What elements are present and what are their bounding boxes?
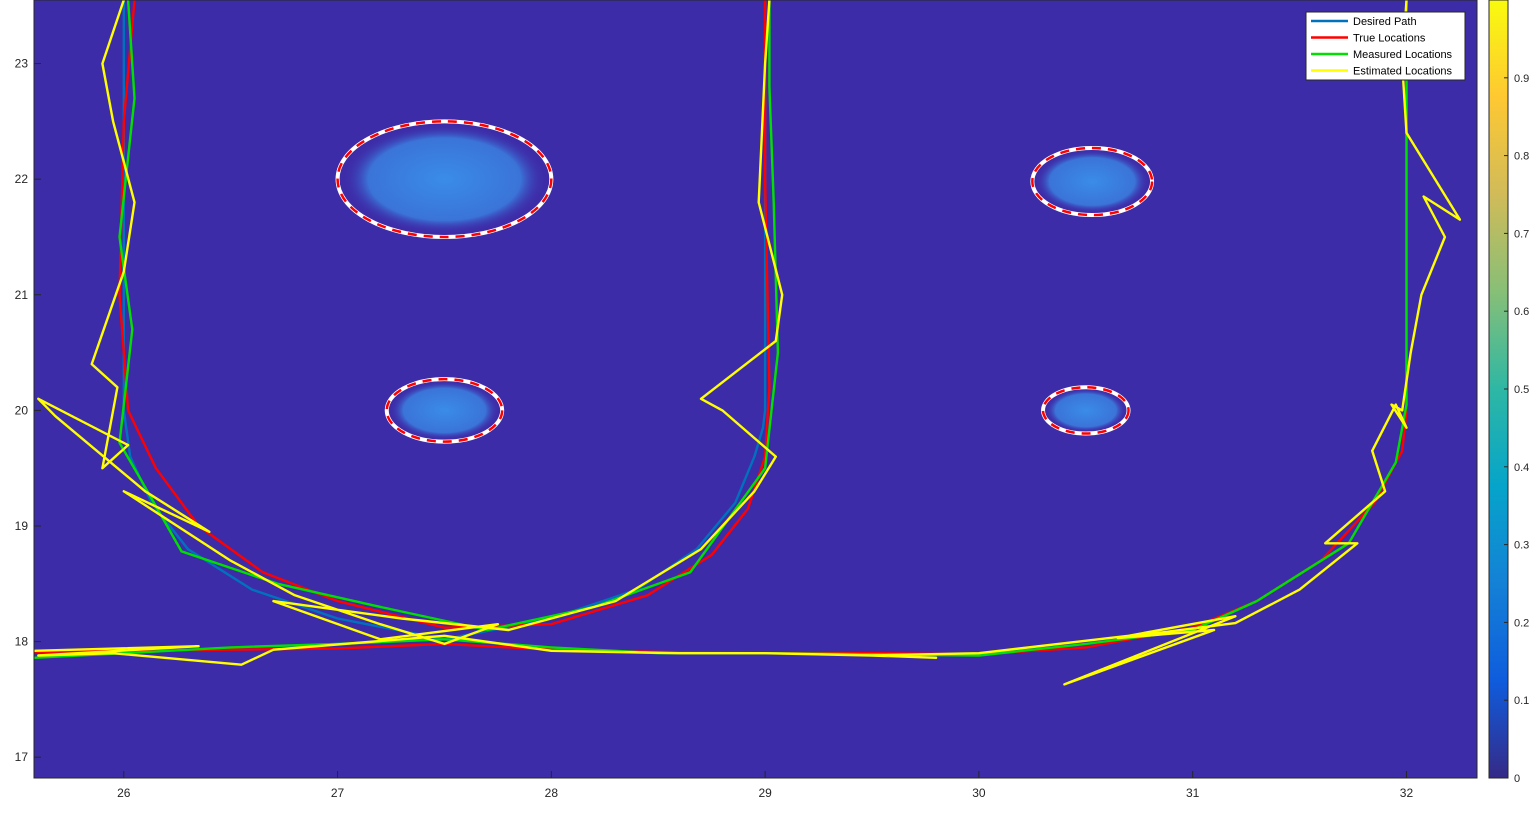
obstacle-outline-red-2 <box>385 377 504 443</box>
y-tick-label: 23 <box>15 57 29 71</box>
obstacle-density-3 <box>1035 149 1150 214</box>
colorbar: 0 0.1 0.2 0.3 0.4 0.5 0.6 0.7 0.8 0.9 <box>1488 0 1529 785</box>
plot-area <box>34 0 1477 778</box>
x-tick-label: 30 <box>972 786 986 800</box>
series-line-measured-locations-b <box>118 0 780 632</box>
obstacle-density-1 <box>342 124 546 235</box>
colorbar-tick-label: 0.7 <box>1514 228 1529 240</box>
y-tick-label: 18 <box>15 635 29 649</box>
colorbar-tick-label: 0.3 <box>1514 540 1529 552</box>
plot-frame <box>33 0 1478 779</box>
colorbar-tick-label: 0.6 <box>1514 306 1529 318</box>
obstacle-outline-red-4 <box>1041 386 1130 435</box>
x-tick-label: 29 <box>758 786 772 800</box>
colorbar-tick-label: 0.5 <box>1514 384 1529 396</box>
x-tick-label: 26 <box>117 786 131 800</box>
colorbar-tick-label: 0.2 <box>1514 617 1529 629</box>
obstacle-outline-red-1 <box>336 120 553 239</box>
legend-label: Estimated Locations <box>1353 66 1453 78</box>
y-tick-label: 20 <box>15 403 29 417</box>
colorbar-tick-label: 0.8 <box>1514 151 1529 163</box>
y-tick-label: 22 <box>15 172 29 186</box>
obstacle-layer <box>335 119 1155 444</box>
x-tick-label: 27 <box>331 786 345 800</box>
x-tick-label: 31 <box>1186 786 1200 800</box>
colorbar-tick-label: 0.9 <box>1514 73 1529 85</box>
colorbar-tick-label: 0.1 <box>1514 695 1529 707</box>
x-axis: 26 27 28 29 30 31 32 <box>117 771 1413 800</box>
legend-label: True Locations <box>1353 33 1426 45</box>
x-tick-label: 32 <box>1400 786 1414 800</box>
obstacle-density-2 <box>389 380 500 441</box>
colorbar-tick-label: 0 <box>1514 773 1520 785</box>
obstacle-outline-red-3 <box>1031 146 1154 217</box>
legend-label: Measured Locations <box>1353 49 1453 61</box>
legend-box <box>1305 11 1466 81</box>
legend-label: Desired Path <box>1353 16 1417 28</box>
y-axis: 17 18 19 20 21 22 23 <box>15 57 41 764</box>
x-tick-label: 28 <box>545 786 559 800</box>
legend: Desired Path True Locations Measured Locat… <box>1305 11 1466 81</box>
series-line-estimated-locations <box>34 0 1462 686</box>
colorbar-ticks: 0 0.1 0.2 0.3 0.4 0.5 0.6 0.7 0.8 0.9 <box>1504 73 1529 785</box>
series-layer <box>34 0 1462 686</box>
series-line-true-locations-b <box>118 0 771 629</box>
colorbar-tick-label: 0.4 <box>1514 462 1529 474</box>
y-tick-label: 17 <box>15 750 29 764</box>
y-tick-label: 21 <box>15 288 29 302</box>
y-tick-label: 19 <box>15 519 29 533</box>
obstacle-density-4 <box>1045 388 1127 433</box>
series-line-estimated-locations-b <box>37 0 784 646</box>
